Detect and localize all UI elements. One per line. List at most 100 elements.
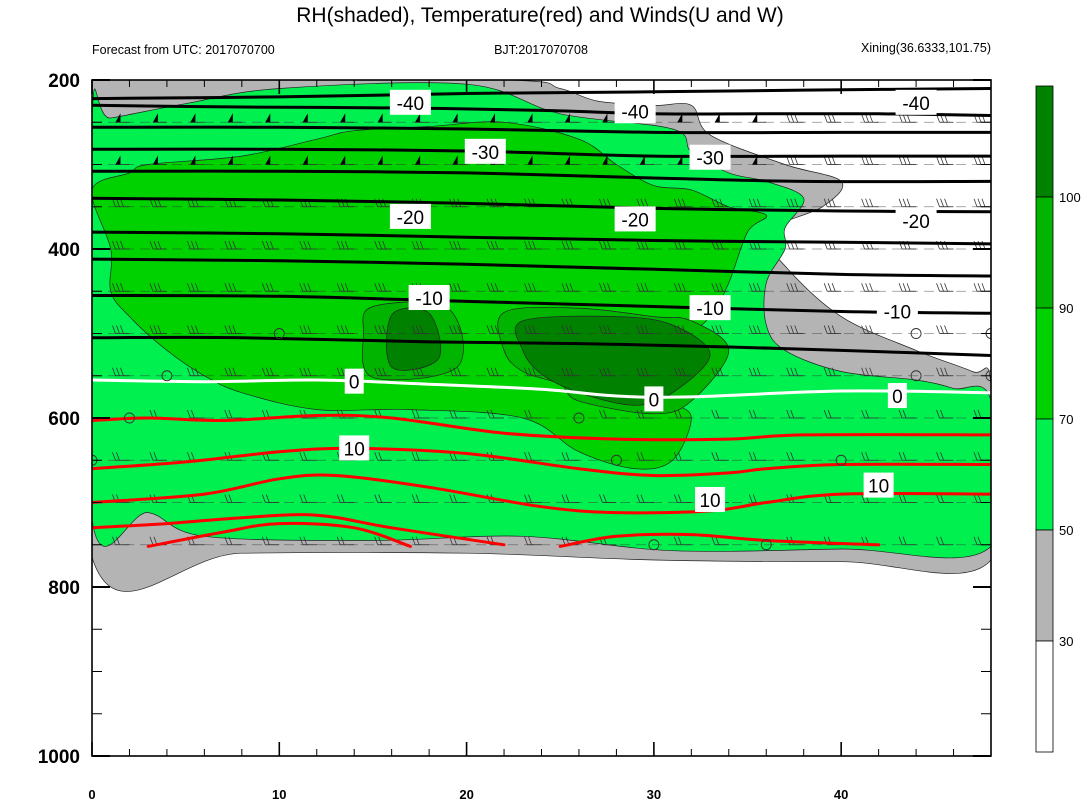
wind-barb — [187, 367, 205, 377]
wind-barb — [411, 409, 430, 419]
wind-barb — [149, 283, 167, 292]
wind-barb — [336, 494, 355, 503]
wind-barb — [265, 113, 280, 123]
contour-label: -20 — [397, 208, 424, 229]
calm-wind-circle — [648, 539, 660, 551]
wind-barb — [823, 409, 842, 419]
wind-barb — [112, 240, 130, 250]
wind-barb — [261, 283, 280, 292]
wind-barb — [898, 494, 917, 503]
wind-barb — [599, 409, 617, 419]
wind-barb — [75, 537, 92, 545]
colorbar-tick-label: 90 — [1059, 301, 1073, 316]
wind-barb — [112, 198, 130, 208]
wind-barb — [152, 155, 167, 165]
contour-label: 10 — [344, 439, 365, 460]
wind-barb — [639, 155, 654, 165]
contour-label-box — [344, 368, 364, 394]
wind-barb — [449, 367, 467, 377]
wind-barb — [299, 325, 317, 334]
wind-barb — [149, 452, 167, 461]
wind-barb — [377, 113, 392, 123]
colorbar-tick-label: 100 — [1059, 190, 1081, 205]
wind-barb — [224, 494, 242, 503]
wind-barb — [415, 113, 430, 123]
wind-barb — [115, 113, 130, 123]
y-tick-label: 1000 — [38, 747, 80, 768]
wind-barb — [187, 325, 205, 334]
contour-label-box — [863, 472, 894, 498]
wind-barb — [486, 325, 505, 334]
wind-barb — [336, 536, 355, 546]
contour-labels: -40 -40 -40 -30 -30 -20 -20 -20 -10 -10 -10 0 0 0 10 10… — [339, 89, 937, 512]
wind-barb — [299, 367, 317, 377]
contour-label: 0 — [349, 373, 360, 394]
wind-barb — [265, 155, 280, 165]
colorbar-tick-label: 70 — [1059, 412, 1073, 427]
wind-barb — [227, 113, 242, 123]
wind-barb — [936, 325, 954, 334]
contour-label-box — [389, 89, 431, 115]
wind-barb — [786, 198, 804, 208]
wind-barb — [602, 155, 617, 165]
wind-barb — [599, 494, 617, 503]
wind-barb — [224, 536, 242, 546]
colorbar-bin — [1035, 85, 1054, 198]
wind-barb — [149, 325, 167, 334]
wind-barb — [299, 240, 317, 250]
contour-label-box — [887, 383, 907, 409]
temperature-contour--10-8 — [92, 294, 991, 315]
wind-barb — [786, 409, 804, 419]
colorbar-bin — [1035, 418, 1054, 531]
contour-label: 10 — [868, 477, 889, 498]
calm-wind-circle — [910, 370, 922, 382]
contour-label: -10 — [415, 289, 442, 310]
wind-barb — [823, 114, 842, 123]
wind-barb — [224, 240, 242, 250]
wind-barb — [486, 367, 505, 377]
wind-barb — [524, 283, 542, 292]
wind-barb — [299, 494, 317, 503]
wind-barb — [149, 240, 167, 250]
y-tick-label: 400 — [48, 240, 80, 261]
wind-barb — [936, 283, 954, 292]
contour-label-box — [895, 208, 937, 234]
wind-barb — [936, 494, 954, 503]
wind-barb — [673, 452, 692, 461]
wind-barb — [261, 367, 280, 377]
contour-label-box — [695, 486, 726, 512]
wind-barb — [861, 325, 879, 334]
calm-wind-circle — [161, 370, 173, 382]
wind-barb — [75, 157, 92, 165]
contour-label-box — [464, 138, 506, 164]
wind-barb — [898, 198, 917, 208]
wind-barb — [711, 367, 729, 377]
wind-barb — [75, 495, 92, 503]
x-tick-label: 20 — [459, 787, 473, 802]
wind-barb — [527, 155, 542, 165]
wind-barb — [823, 198, 842, 208]
wind-barb — [564, 113, 579, 123]
wind-barb — [75, 326, 92, 334]
wind-barb — [449, 240, 467, 250]
wind-barb — [861, 283, 879, 292]
wind-barb — [336, 283, 355, 292]
station-label: Xining(36.6333,101.75) — [861, 41, 991, 55]
wind-barb — [936, 452, 954, 461]
wind-barb — [299, 283, 317, 292]
contour-label-box — [689, 144, 731, 170]
wind-barb — [714, 113, 729, 123]
wind-barb — [861, 114, 879, 123]
wind-barb — [374, 367, 392, 377]
wind-barb — [524, 494, 542, 503]
temperature-contour-0-10 — [92, 378, 991, 399]
wind-barb — [636, 494, 654, 503]
rh-shading — [92, 80, 991, 592]
wind-barb — [190, 155, 205, 165]
wind-barb — [786, 452, 804, 461]
wind-barb — [449, 409, 467, 419]
wind-barb — [898, 409, 917, 419]
wind-barb — [936, 409, 954, 419]
contour-label: 10 — [699, 491, 720, 512]
